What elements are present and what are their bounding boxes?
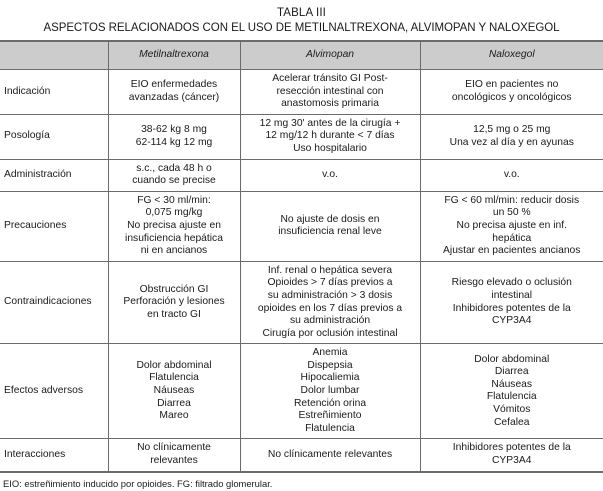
cell-posologia-naloxegol: 12,5 mg o 25 mg Una vez al día y en ayun… — [449, 124, 574, 148]
row-label-indicacion: Indicación — [0, 69, 109, 115]
column-header-naloxegol: Naloxegol — [420, 41, 603, 70]
table-footnote: EIO: estreñimiento inducido por opioides… — [3, 477, 273, 489]
table-row: Indicación EIO enfermedades avanzadas (c… — [0, 69, 603, 115]
cell-contraindicaciones-naloxegol: Riesgo elevado o oclusión intestinal Inh… — [451, 277, 572, 327]
table-row: Contraindicaciones Obstrucción GI Perfor… — [0, 261, 603, 345]
cell-interacciones-metilnaltrexona: No clínicamente relevantes — [137, 442, 211, 467]
row-label-posologia: Posología — [0, 114, 109, 160]
table-row: Posología 38-62 kg 8 mg 62-114 kg 12 mg … — [0, 114, 603, 160]
cell-contraindicaciones-alvimopan: Inf. renal o hepática severa Opioides > … — [257, 264, 403, 339]
row-label-interacciones: Interacciones — [0, 438, 109, 472]
header-row: Metilnaltrexona Alvimopan Naloxegol — [0, 41, 603, 70]
cell-precauciones-alvimopan: No ajuste de dosis en insuficiencia rena… — [278, 213, 382, 238]
table-row: Precauciones FG < 30 ml/min: 0,075 mg/kg… — [0, 191, 603, 262]
table-header: Metilnaltrexona Alvimopan Naloxegol — [0, 41, 603, 70]
cell-efectos-adversos-naloxegol: Dolor abdominal Diarrea Náuseas Flatulen… — [474, 353, 550, 428]
column-header-metilnaltrexona: Metilnaltrexona — [108, 41, 241, 70]
column-header-blank — [0, 41, 109, 70]
column-header-alvimopan: Alvimopan — [240, 41, 421, 70]
cell-indicacion-metilnaltrexona: EIO enfermedades avanzadas (cáncer) — [128, 79, 220, 103]
row-label-administracion: Administración — [0, 159, 109, 192]
table-number: TABLA III — [276, 7, 327, 19]
cell-interacciones-naloxegol: Inhibidores potentes de la CYP3A4 — [452, 442, 571, 467]
cell-precauciones-naloxegol: FG < 60 ml/min: reducir dosis un 50 % No… — [443, 194, 581, 257]
cell-administracion-metilnaltrexona: s.c., cada 48 h o cuando se precise — [132, 162, 216, 187]
cell-efectos-adversos-metilnaltrexona: Dolor abdominal Flatulencia Náuseas Diar… — [136, 359, 212, 422]
row-label-precauciones: Precauciones — [0, 191, 109, 262]
table-body: Indicación EIO enfermedades avanzadas (c… — [0, 69, 603, 472]
row-label-efectos-adversos: Efectos adversos — [0, 343, 109, 440]
cell-posologia-metilnaltrexona: 38-62 kg 8 mg 62-114 kg 12 mg — [135, 124, 213, 148]
cell-administracion-naloxegol: v.o. — [503, 168, 520, 180]
table-row: Interacciones No clínicamente relevantes… — [0, 438, 603, 472]
table-title-block: TABLA III ASPECTOS RELACIONADOS CON EL U… — [0, 0, 603, 40]
table-row: Administración s.c., cada 48 h o cuando … — [0, 159, 603, 192]
table-row: Efectos adversos Dolor abdominal Flatule… — [0, 343, 603, 440]
cell-administracion-alvimopan: v.o. — [322, 168, 338, 180]
cell-precauciones-metilnaltrexona: FG < 30 ml/min: 0,075 mg/kg No precisa a… — [125, 194, 223, 257]
comparison-table: Metilnaltrexona Alvimopan Naloxegol Indi… — [0, 40, 603, 473]
cell-efectos-adversos-alvimopan: Anemia Dispepsia Hipocaliemia Dolor lumb… — [293, 347, 367, 434]
cell-interacciones-alvimopan: No clínicamente relevantes — [267, 448, 393, 460]
cell-contraindicaciones-metilnaltrexona: Obstrucción GI Perforación y lesiones en… — [123, 283, 225, 320]
cell-posologia-alvimopan: 12 mg 30' antes de la cirugía + 12 mg/12… — [259, 117, 401, 154]
row-label-contraindicaciones: Contraindicaciones — [0, 261, 109, 345]
cell-indicacion-naloxegol: EIO en pacientes no oncológicos y oncoló… — [451, 79, 572, 103]
cell-indicacion-alvimopan: Acelerar tránsito GI Post- resección int… — [272, 73, 388, 110]
page-title: ASPECTOS RELACIONADOS CON EL USO DE METI… — [43, 22, 560, 34]
